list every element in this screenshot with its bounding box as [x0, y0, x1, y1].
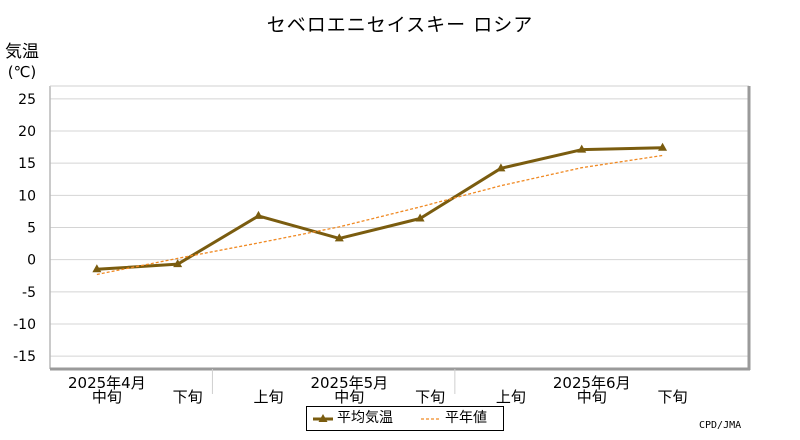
y-axis-unit: (℃) [7, 63, 37, 81]
x-tick-label: 上旬 [496, 388, 526, 406]
data-point-marker [253, 210, 263, 219]
grid-layer [50, 86, 749, 369]
x-tick-label: 下旬 [173, 388, 203, 406]
x-tick-label: 下旬 [658, 388, 688, 406]
x-tick-label: 中旬 [334, 388, 364, 406]
data-point-marker [173, 259, 183, 268]
data-point-marker [92, 264, 102, 273]
y-tick-label: 25 [18, 92, 36, 108]
legend: 平均気温 平年値 [306, 406, 504, 431]
y-tick-label: 15 [18, 156, 36, 172]
data-point-marker [496, 163, 506, 172]
series-line-normal [96, 154, 663, 276]
y-axis-title: 気温 [5, 42, 39, 62]
y-tick-label: -10 [13, 317, 36, 333]
legend-label-average: 平均気温 [337, 410, 393, 426]
legend-swatch-average [313, 414, 333, 422]
x-month-label: 2025年4月 [68, 374, 146, 392]
data-point-marker [415, 213, 425, 222]
series-layer [92, 142, 668, 276]
x-tick-label: 上旬 [253, 388, 283, 406]
x-tick-label: 中旬 [92, 388, 122, 406]
y-tick-label: -15 [13, 349, 36, 365]
x-tick-label: 中旬 [577, 388, 607, 406]
y-tick-label: -5 [22, 285, 36, 301]
legend-swatch-normal [421, 418, 441, 420]
x-tick-label: 下旬 [415, 388, 445, 406]
x-month-label: 2025年5月 [310, 374, 388, 392]
axis-layer [49, 85, 751, 394]
y-tick-label: 10 [18, 188, 36, 204]
chart-title: セベロエニセイスキー ロシア [266, 14, 534, 36]
y-tick-label: 20 [18, 124, 36, 140]
y-tick-label: 0 [27, 253, 36, 269]
x-month-label: 2025年6月 [553, 374, 631, 392]
data-point-marker [658, 142, 668, 151]
label-layer: 25 20 15 10 5 0 -5 -10 -15 中旬 下旬 上旬 中旬 下旬 上旬 中旬 下旬 2025年4… [13, 92, 687, 406]
y-axis-label: 気温 (℃) [0, 42, 44, 82]
y-tick-label: 5 [27, 221, 36, 237]
legend-label-normal: 平年値 [445, 410, 487, 426]
data-point-marker [577, 144, 587, 153]
data-point-marker [334, 233, 344, 242]
source-credit: CPD/JMA [699, 420, 742, 431]
